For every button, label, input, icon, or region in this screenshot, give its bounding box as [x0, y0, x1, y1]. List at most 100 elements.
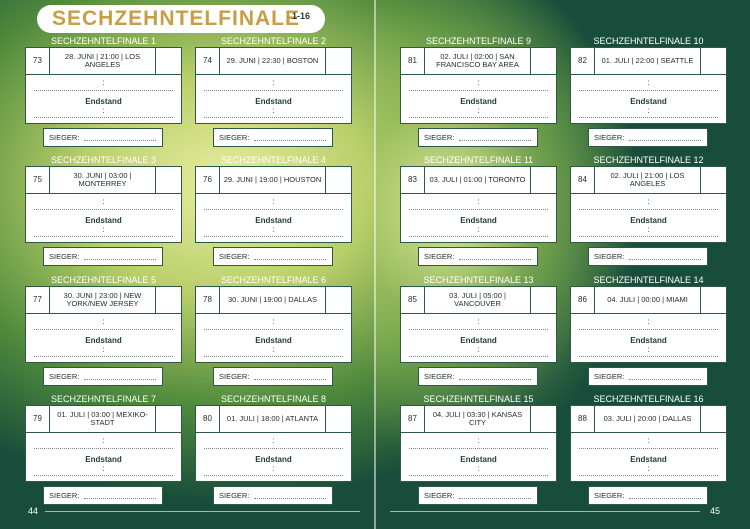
match-number: 76 — [196, 167, 220, 194]
dotted-line — [629, 379, 701, 380]
page-number: 44 — [28, 506, 39, 516]
colon: : — [647, 78, 650, 87]
match-title: SECHZEHNTELFINALE 6 — [220, 275, 327, 285]
colon: : — [102, 106, 105, 115]
match-title: SECHZEHNTELFINALE 8 — [220, 394, 327, 404]
dotted-line — [84, 259, 156, 260]
match-info: 03. JULI | 01:00 | TORONTO — [425, 167, 531, 194]
endstand-label: Endstand — [630, 97, 667, 106]
match-card: 83 03. JULI | 01:00 | TORONTO: Endstand: — [400, 166, 557, 243]
footer-rule — [45, 511, 360, 512]
match-card: 79 01. JULI | 03:00 | MEXIKO-STADT: Endsta… — [25, 405, 182, 482]
endstand-label: Endstand — [255, 97, 292, 106]
score-cell — [326, 406, 351, 433]
winner-label: SIEGER: — [219, 372, 250, 381]
endstand-label: Endstand — [85, 336, 122, 345]
winner-label: SIEGER: — [219, 133, 250, 142]
winner-label: SIEGER: — [594, 133, 625, 142]
score-cell — [531, 167, 556, 194]
match-card: 78 30. JUNI | 19:00 | DALLAS: Endstand: — [195, 286, 352, 363]
dotted-line — [254, 140, 326, 141]
colon: : — [102, 197, 105, 206]
match-card: 74 29. JUNI | 22:30 | BOSTON: Endstand: — [195, 47, 352, 124]
dotted-line — [459, 498, 531, 499]
match-card: 82 01. JULI | 22:00 | SEATTLE: Endstand: — [570, 47, 727, 124]
colon: : — [272, 317, 275, 326]
dotted-line — [204, 448, 343, 449]
colon: : — [647, 197, 650, 206]
score-cell — [156, 406, 181, 433]
match-title: SECHZEHNTELFINALE 2 — [220, 36, 327, 46]
match-card: 88 03. JULI | 20:00 | DALLAS: Endstand: — [570, 405, 727, 482]
match-title: SECHZEHNTELFINALE 9 — [425, 36, 532, 46]
winner-box: SIEGER: — [213, 486, 333, 505]
winner-box: SIEGER: — [418, 486, 538, 505]
dotted-line — [254, 498, 326, 499]
match-card: 80 01. JULI | 18:00 | ATLANTA: Endstand: — [195, 405, 352, 482]
match-info: 02. JULI | 21:00 | LOS ANGELES — [595, 167, 701, 194]
endstand-label: Endstand — [460, 97, 497, 106]
score-cell — [326, 287, 351, 314]
match-info: 29. JUNI | 19:00 | HOUSTON — [220, 167, 326, 194]
match-title: SECHZEHNTELFINALE 12 — [593, 155, 704, 165]
divider — [374, 0, 376, 529]
score-cell — [326, 48, 351, 75]
dotted-line — [629, 498, 701, 499]
match-number: 81 — [401, 48, 425, 75]
endstand-label: Endstand — [630, 455, 667, 464]
match-title: SECHZEHNTELFINALE 10 — [593, 36, 704, 46]
colon: : — [477, 106, 480, 115]
dotted-line — [204, 329, 343, 330]
colon: : — [102, 225, 105, 234]
match-title: SECHZEHNTELFINALE 3 — [50, 155, 157, 165]
dotted-line — [84, 498, 156, 499]
endstand-label: Endstand — [460, 455, 497, 464]
title: SECHZEHNTELFINALE — [52, 7, 300, 30]
colon: : — [647, 225, 650, 234]
score-cell — [326, 167, 351, 194]
winner-box: SIEGER: — [588, 128, 708, 147]
endstand-label: Endstand — [255, 455, 292, 464]
dotted-line — [409, 329, 548, 330]
dotted-line — [579, 448, 718, 449]
match-card: 73 28. JUNI | 21:00 | LOS ANGELES: Endstan… — [25, 47, 182, 124]
page-number: 45 — [710, 506, 721, 516]
colon: : — [477, 317, 480, 326]
colon: : — [477, 78, 480, 87]
dotted-line — [204, 356, 343, 357]
colon: : — [272, 436, 275, 445]
winner-box: SIEGER: — [43, 367, 163, 386]
dotted-line — [34, 448, 173, 449]
colon: : — [272, 225, 275, 234]
winner-label: SIEGER: — [424, 252, 455, 261]
dotted-line — [204, 236, 343, 237]
match-title: SECHZEHNTELFINALE 1 — [50, 36, 157, 46]
dotted-line — [34, 90, 173, 91]
dotted-line — [459, 140, 531, 141]
match-number: 87 — [401, 406, 425, 433]
winner-box: SIEGER: — [43, 128, 163, 147]
match-card: 75 30. JUNI | 03:00 | MONTERREY: Endstand: — [25, 166, 182, 243]
colon: : — [102, 436, 105, 445]
match-card: 81 02. JULI | 02:00 | SAN FRANCISCO BAY A… — [400, 47, 557, 124]
dotted-line — [34, 356, 173, 357]
winner-label: SIEGER: — [49, 252, 80, 261]
match-number: 77 — [26, 287, 50, 314]
dotted-line — [204, 475, 343, 476]
match-info: 02. JULI | 02:00 | SAN FRANCISCO BAY ARE… — [425, 48, 531, 75]
match-number: 74 — [196, 48, 220, 75]
winner-label: SIEGER: — [49, 372, 80, 381]
winner-label: SIEGER: — [219, 252, 250, 261]
winner-box: SIEGER: — [418, 128, 538, 147]
dotted-line — [34, 329, 173, 330]
colon: : — [102, 464, 105, 473]
colon: : — [272, 464, 275, 473]
winner-box: SIEGER: — [43, 247, 163, 266]
endstand-label: Endstand — [460, 216, 497, 225]
score-cell — [531, 48, 556, 75]
match-card: 76 29. JUNI | 19:00 | HOUSTON: Endstand: — [195, 166, 352, 243]
winner-box: SIEGER: — [588, 367, 708, 386]
winner-label: SIEGER: — [49, 491, 80, 500]
title-pill — [37, 5, 325, 33]
